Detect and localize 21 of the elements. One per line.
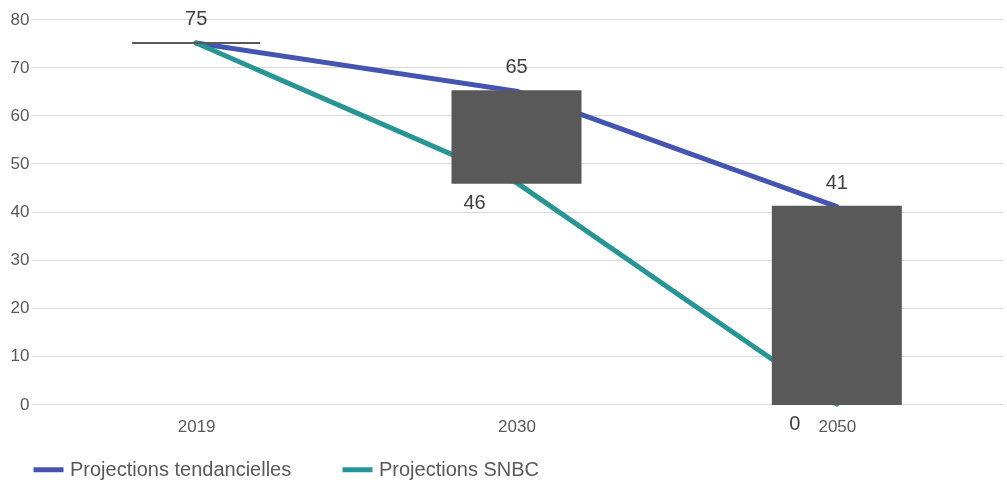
bar [451, 90, 582, 184]
x-tick-label: 2050 [818, 416, 857, 436]
x-tick-label: 2019 [177, 416, 216, 436]
bar [771, 205, 902, 405]
y-tick-label: 80 [10, 9, 30, 29]
x-tick-label: 2030 [498, 416, 536, 436]
y-tick-label: 10 [10, 346, 30, 366]
legend-label: Projections SNBC [379, 457, 540, 480]
y-tick-label: 40 [10, 202, 30, 221]
data-label: 0 [789, 412, 801, 434]
legend-label: Projections tendancielles [70, 457, 292, 480]
y-tick-label: 20 [10, 298, 30, 318]
y-tick-label: 70 [10, 57, 30, 77]
data-label: 41 [825, 170, 848, 193]
y-tick-label: 0 [20, 394, 30, 414]
data-label: 65 [505, 55, 528, 78]
data-label: 46 [463, 190, 486, 213]
y-tick-label: 30 [10, 250, 30, 270]
data-label: 75 [185, 7, 208, 30]
y-tick-label: 60 [10, 105, 30, 125]
y-tick-label: 50 [10, 153, 30, 173]
